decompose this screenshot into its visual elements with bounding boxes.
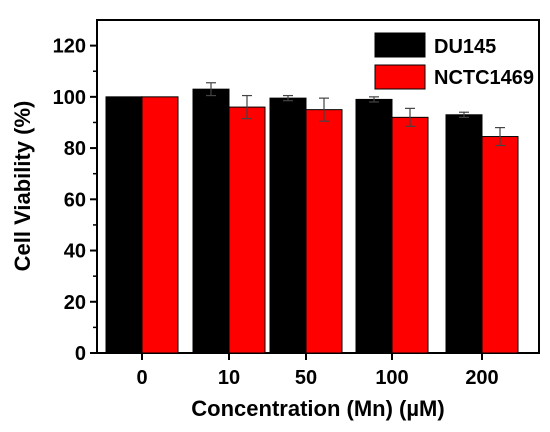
legend: DU145 NCTC1469 [374,32,534,90]
y-tick-label-120: 120 [53,36,86,58]
x-axis: 0 10 50 100 200 [136,353,499,389]
error-bar-du145-10 [206,82,216,97]
bar-nctc1469-0 [141,96,179,354]
y-tick-label-80: 80 [64,138,86,160]
legend-label-du145: DU145 [434,36,496,58]
bar-du145-100 [355,98,393,354]
plot-area: 0 20 40 60 80 100 120 0 10 50 100 200 [53,19,540,389]
error-bar-nctc1469-100 [405,107,415,127]
error-bar-du145-100 [369,96,379,103]
bar-du145-0 [105,96,143,354]
error-bars-group [206,82,505,147]
error-bar-nctc1469-10 [242,94,252,120]
x-tick-label-0: 0 [136,367,147,389]
bar-nctc1469-10 [228,106,266,354]
bar-nctc1469-200 [481,136,519,354]
bar-du145-10 [192,88,230,354]
y-tick-label-0: 0 [75,343,86,365]
x-tick-label-10: 10 [218,367,240,389]
y-tick-label-40: 40 [64,241,86,263]
bar-nctc1469-50 [305,109,343,354]
y-axis: 0 20 40 60 80 100 120 [53,36,97,365]
bar-du145-200 [445,114,483,354]
legend-swatch-du145 [374,32,426,58]
y-axis-title: Cell Viability (%) [10,101,35,272]
y-tick-label-20: 20 [64,292,86,314]
bar-du145-50 [269,97,307,354]
x-tick-label-50: 50 [295,367,317,389]
x-tick-label-200: 200 [465,367,498,389]
x-tick-label-100: 100 [375,367,408,389]
y-tick-label-100: 100 [53,87,86,109]
y-tick-label-60: 60 [64,189,86,211]
error-bar-nctc1469-200 [495,126,505,147]
x-axis-title: Concentration (Mn) (µM) [191,396,444,421]
bar-nctc1469-100 [391,116,429,354]
error-bar-nctc1469-50 [319,97,329,122]
error-bar-du145-200 [459,111,469,118]
bars-group [105,88,519,354]
legend-swatch-nctc1469 [374,64,426,90]
legend-label-nctc1469: NCTC1469 [434,67,534,89]
error-bar-du145-50 [283,94,293,102]
